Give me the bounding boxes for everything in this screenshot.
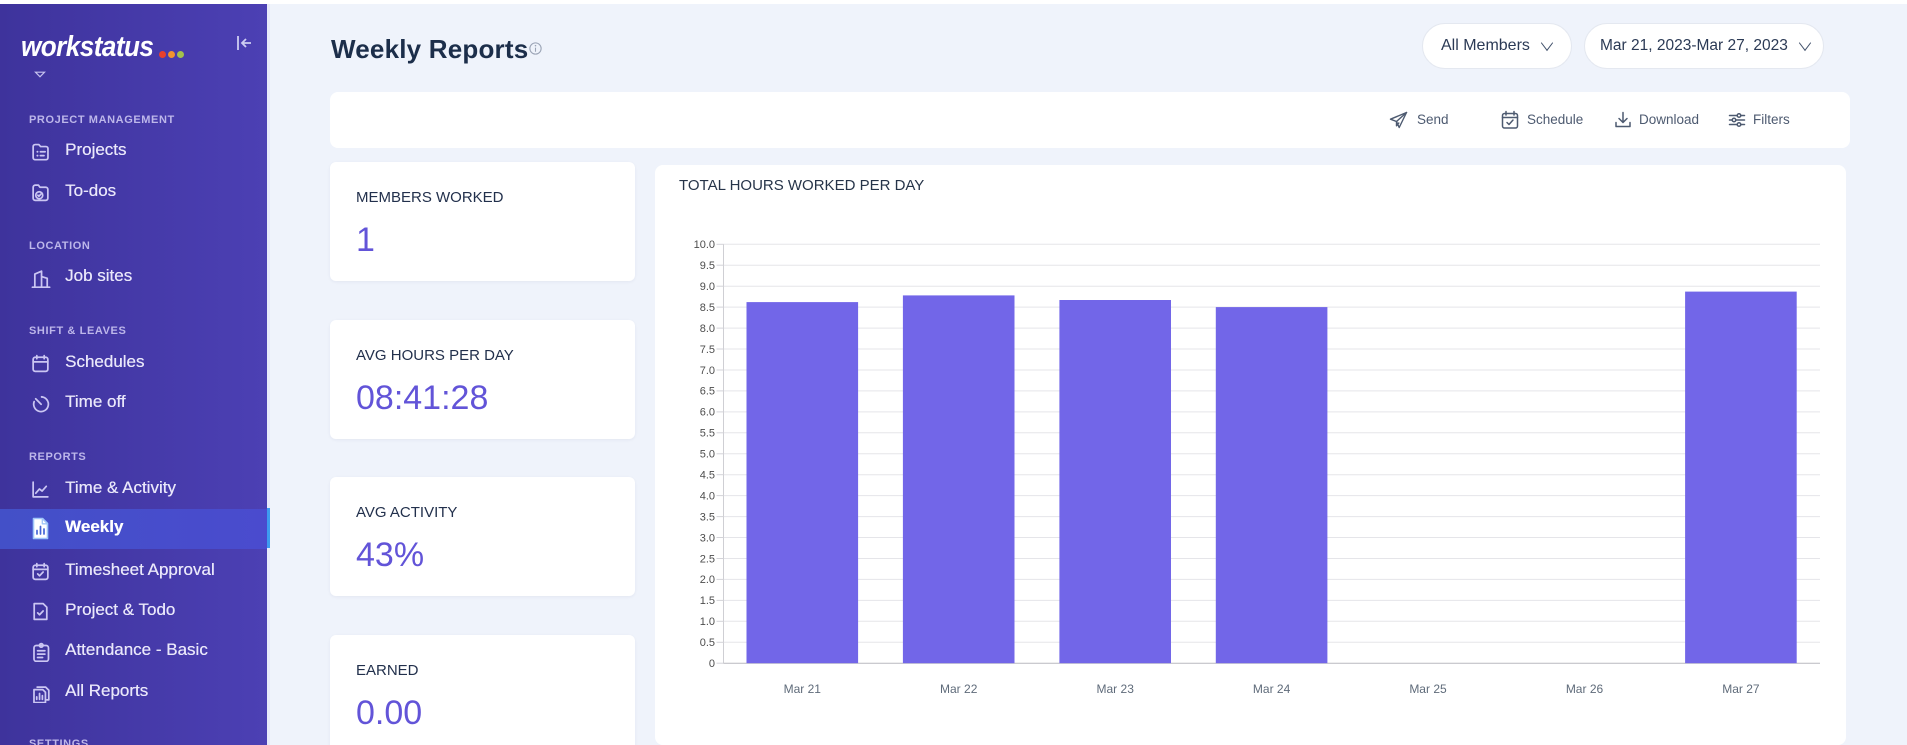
svg-text:2.0: 2.0 xyxy=(700,574,715,586)
svg-text:Mar 22: Mar 22 xyxy=(940,682,978,696)
svg-text:Mar 24: Mar 24 xyxy=(1253,682,1291,696)
svg-text:9.5: 9.5 xyxy=(700,260,715,272)
svg-text:Mar 25: Mar 25 xyxy=(1409,682,1447,696)
svg-text:5.5: 5.5 xyxy=(700,428,715,440)
svg-text:4.5: 4.5 xyxy=(700,470,715,482)
svg-text:3.5: 3.5 xyxy=(700,511,715,523)
svg-text:0.5: 0.5 xyxy=(700,637,715,649)
svg-text:Mar 26: Mar 26 xyxy=(1566,682,1604,696)
svg-text:Mar 27: Mar 27 xyxy=(1722,682,1760,696)
svg-text:9.0: 9.0 xyxy=(700,281,715,293)
svg-text:0: 0 xyxy=(709,658,715,670)
svg-text:7.5: 7.5 xyxy=(700,344,715,356)
svg-text:6.5: 6.5 xyxy=(700,386,715,398)
svg-text:8.0: 8.0 xyxy=(700,323,715,335)
svg-text:5.0: 5.0 xyxy=(700,449,715,461)
svg-text:3.0: 3.0 xyxy=(700,532,715,544)
svg-text:8.5: 8.5 xyxy=(700,302,715,314)
svg-text:Mar 23: Mar 23 xyxy=(1097,682,1135,696)
svg-text:4.0: 4.0 xyxy=(700,490,715,502)
svg-text:1.5: 1.5 xyxy=(700,595,715,607)
svg-text:10.0: 10.0 xyxy=(694,239,715,251)
svg-text:2.5: 2.5 xyxy=(700,553,715,565)
svg-text:1.0: 1.0 xyxy=(700,616,715,628)
svg-text:Mar 21: Mar 21 xyxy=(784,682,822,696)
svg-text:7.0: 7.0 xyxy=(700,365,715,377)
svg-text:6.0: 6.0 xyxy=(700,407,715,419)
